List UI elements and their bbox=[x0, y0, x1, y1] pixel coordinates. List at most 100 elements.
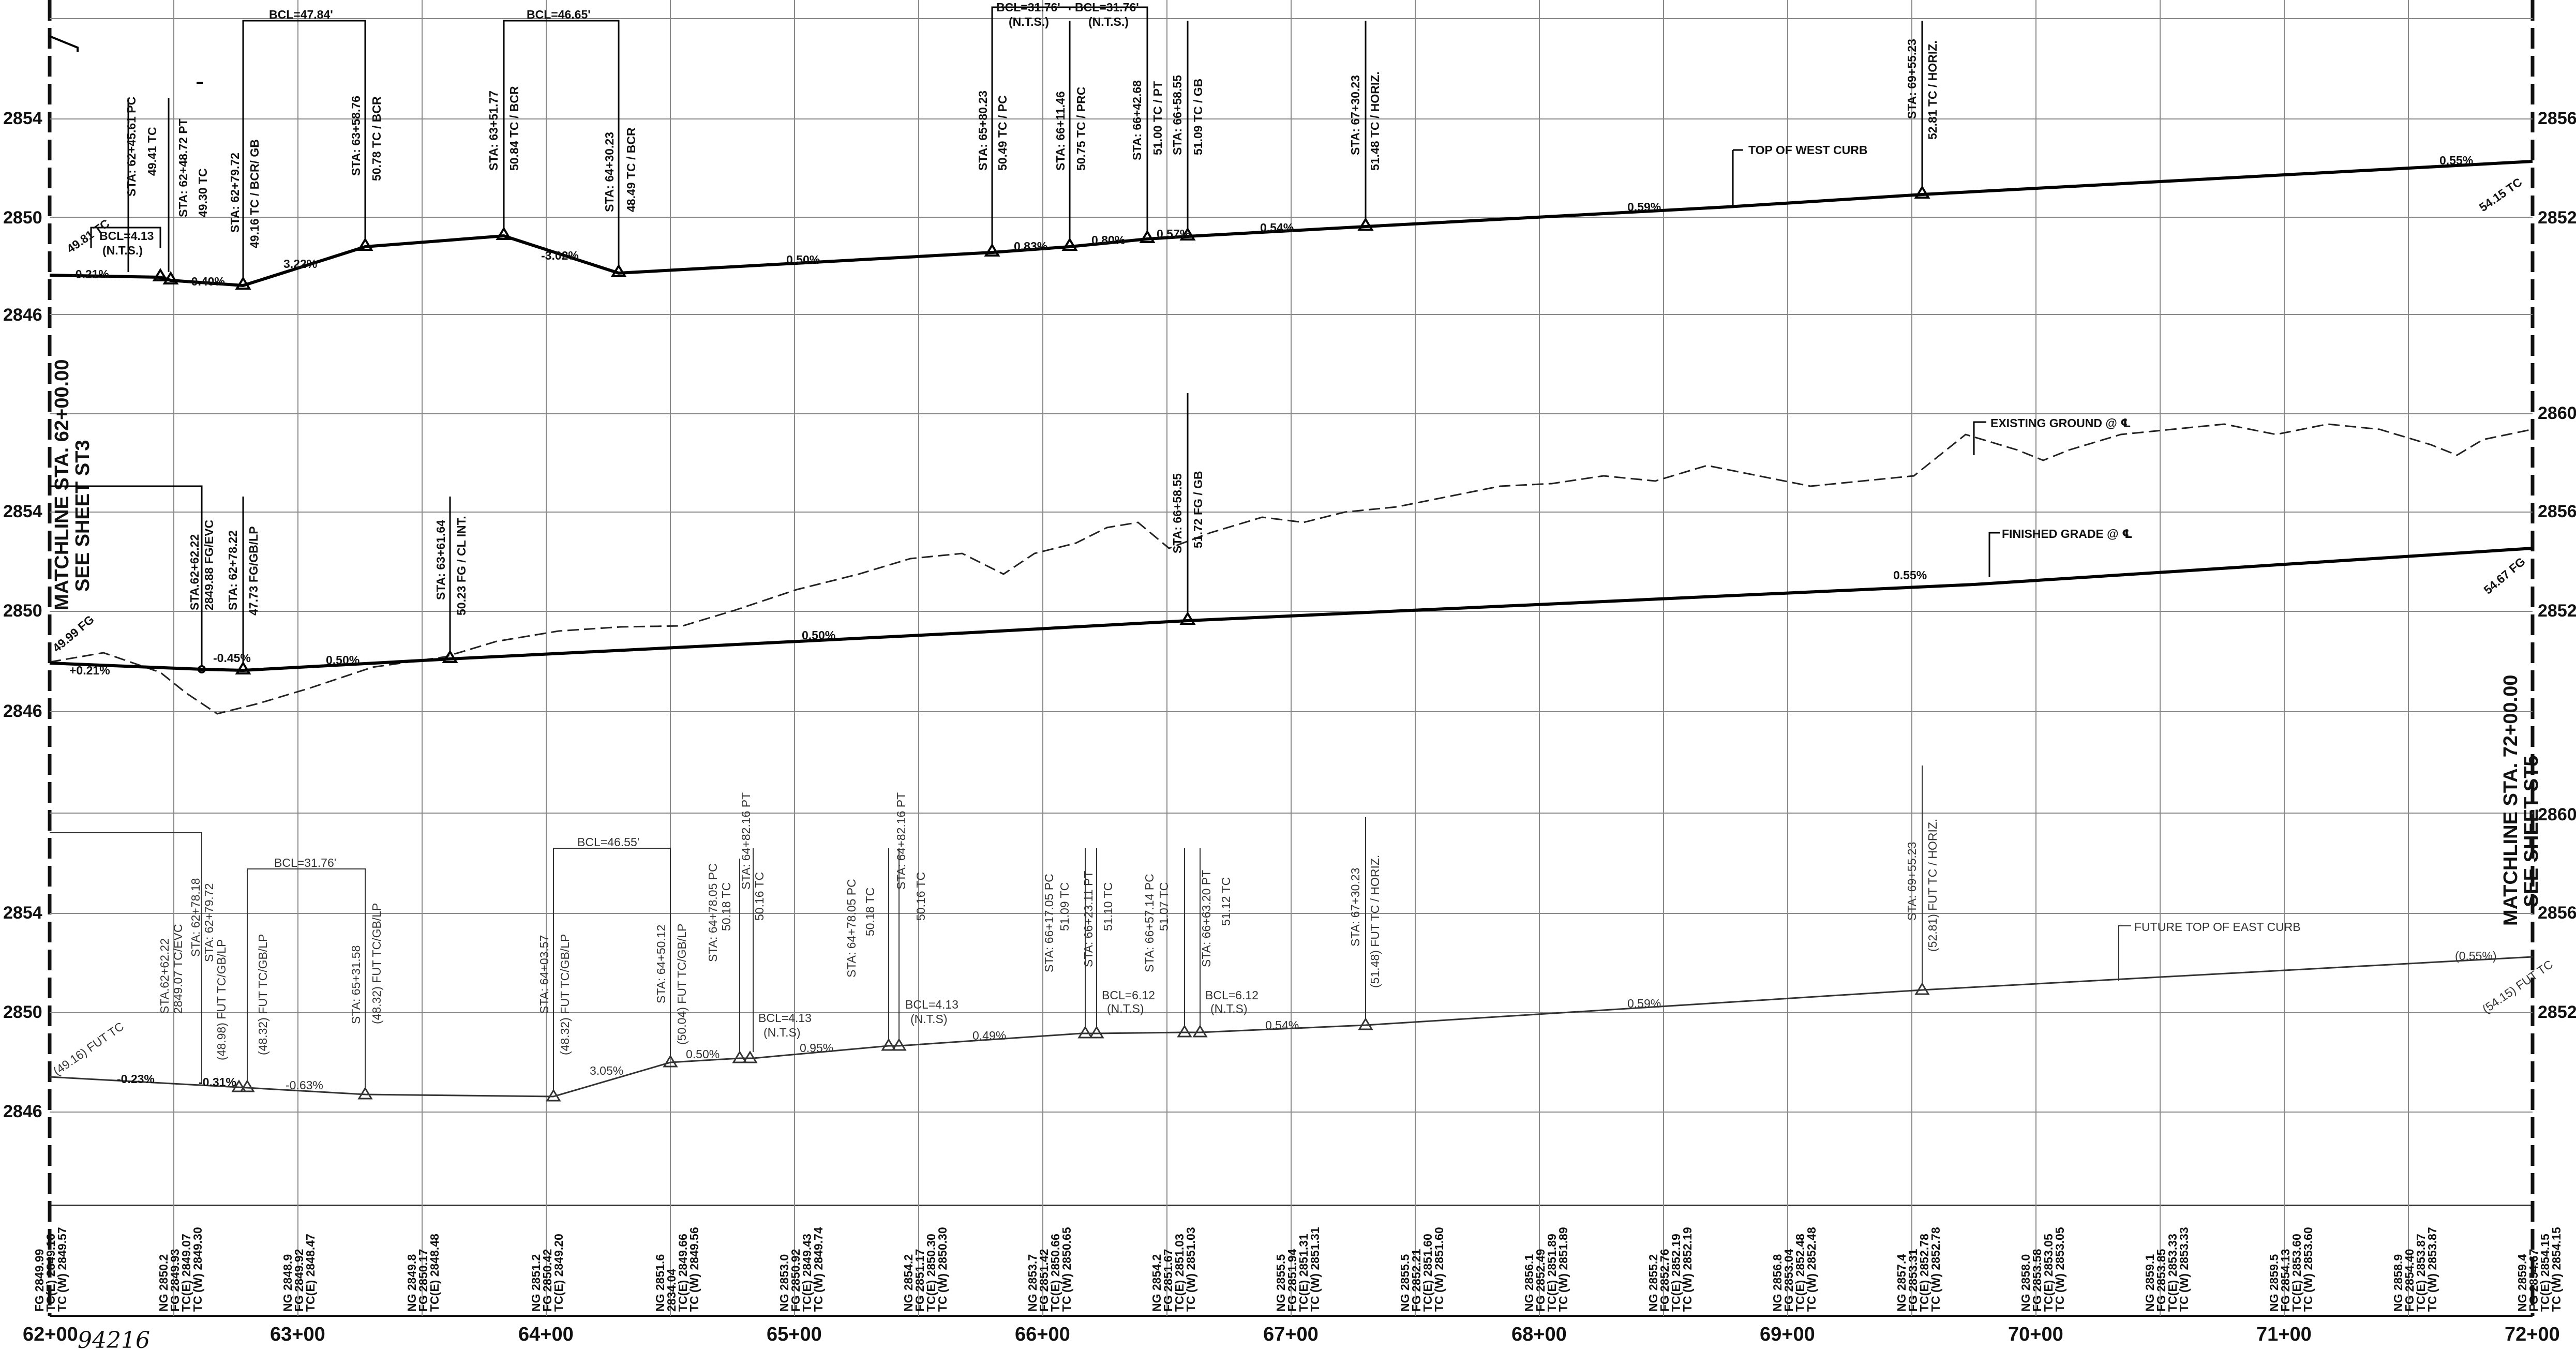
elev-label: 2860 bbox=[2538, 805, 2576, 824]
grade-label: 0.95% bbox=[800, 1041, 833, 1055]
table-cell: TC (W) 2852.78 bbox=[1929, 1227, 1942, 1312]
finished-grade-callout: FINISHED GRADE @ ℄ bbox=[2002, 527, 2133, 541]
station-label: STA: 64+03.57 bbox=[537, 935, 551, 1014]
grade-label: 0.55% bbox=[1893, 568, 1927, 582]
table-cell: FG 2852.76 bbox=[1658, 1249, 1671, 1312]
station-label: 49.16 TC / BCR/ GB bbox=[248, 139, 261, 248]
station-label: 51.72 FG / GB bbox=[1191, 471, 1205, 548]
station-label: 51.48 TC / HORIZ. bbox=[1368, 71, 1382, 171]
pvi-marker bbox=[1179, 227, 1196, 241]
bcl-nts: (N.T.S) bbox=[1210, 1002, 1248, 1015]
station-tick-label: 67+00 bbox=[1263, 1324, 1319, 1345]
bcl-label: BCL=46.55' bbox=[577, 835, 639, 849]
table-cell: FG 2852.49 bbox=[1534, 1249, 1547, 1312]
table-cell: NG 2858.0 bbox=[2019, 1254, 2032, 1312]
station-label: 50.16 TC bbox=[753, 872, 766, 921]
table-cell: FG 2854.13 bbox=[2279, 1249, 2292, 1312]
pvi-marker bbox=[1358, 1017, 1373, 1030]
station-label: (48.32) FUT TC/GB/LP bbox=[256, 934, 269, 1055]
bcl-nts: (N.T.S) bbox=[1107, 1002, 1144, 1015]
table-cell: NG 2857.4 bbox=[1895, 1254, 1908, 1312]
station-label: STA: 63+51.77 bbox=[487, 91, 500, 171]
table-cell: NG 2855.2 bbox=[1646, 1254, 1660, 1312]
station-label: (51.48) FUT TC / HORIZ. bbox=[1368, 855, 1382, 988]
table-cell: FG 2851.94 bbox=[1285, 1249, 1299, 1312]
pvi-marker bbox=[162, 271, 179, 284]
station-tick-label: 72+00 bbox=[2505, 1324, 2560, 1345]
station-label: STA: 66+17.05 PC bbox=[1042, 874, 1056, 972]
station-label: STA: 62+78.18 bbox=[189, 878, 202, 957]
station-label: 50.75 TC / PRC bbox=[1074, 87, 1088, 171]
station-label: 48.49 TC / BCR bbox=[624, 127, 638, 212]
elev-label: 2852 bbox=[2538, 601, 2576, 621]
table-cell: NG 2858.9 bbox=[2391, 1254, 2405, 1312]
bcl-label: BCL=47.84' bbox=[269, 8, 333, 21]
station-label: STA: 66+23.11 PT bbox=[1082, 871, 1095, 967]
bcl-nts: (N.T.S.) bbox=[1009, 15, 1049, 28]
station-tick-label: 71+00 bbox=[2256, 1324, 2312, 1345]
station-label: STA: 66+63.20 PT bbox=[1200, 870, 1213, 967]
pvi-marker bbox=[1089, 1026, 1104, 1039]
grade-label: 0.80% bbox=[1091, 233, 1125, 247]
grade-label: 0.59% bbox=[1627, 200, 1661, 214]
station-label: STA.62+62.22 bbox=[188, 534, 201, 610]
station-label: STA: 64+78.05 PC bbox=[706, 863, 720, 962]
station-label: STA: 64+30.23 bbox=[603, 132, 616, 212]
grade-label: 0.49% bbox=[972, 1029, 1006, 1042]
grade-label: -0.23% bbox=[117, 1072, 155, 1086]
grade-label: 0.54% bbox=[1265, 1018, 1299, 1032]
pvi-marker bbox=[742, 1050, 758, 1063]
elev-label: 2846 bbox=[3, 1102, 42, 1121]
pvi-marker bbox=[231, 1079, 247, 1092]
station-label: STA.62+62.22 bbox=[158, 938, 171, 1014]
grade-label: (0.55%) bbox=[2455, 949, 2497, 963]
elev-label: 2846 bbox=[3, 305, 42, 325]
pvi-marker bbox=[984, 243, 1000, 257]
bcl-label: BCL=4.13 bbox=[758, 1011, 812, 1025]
station-label: STA: 69+55.23 bbox=[1905, 39, 1919, 119]
pvi-marker bbox=[442, 650, 458, 663]
table-cell: TC (W) 2850.65 bbox=[1060, 1227, 1073, 1312]
elev-label: 2856 bbox=[2538, 903, 2576, 923]
station-label: STA: 63+58.76 bbox=[349, 96, 363, 176]
station-label: 50.18 TC bbox=[720, 882, 733, 931]
table-cell: NG 2859.4 bbox=[2515, 1254, 2529, 1312]
grade-label: 0.54% bbox=[1260, 221, 1294, 234]
left-elevation-labels: 2854 2850 2846 2854 2850 2846 2854 2850 … bbox=[3, 109, 42, 1121]
bcl-label: BCL=46.65' bbox=[527, 8, 591, 21]
bottom-profile: FUTURE TOP OF EAST CURB BCL=31.76' BCL=4… bbox=[49, 765, 2555, 1102]
pvi-marker bbox=[235, 661, 251, 674]
station-label: STA: 66+42.68 bbox=[1130, 80, 1144, 160]
table-cell: TC (W) 2849.56 bbox=[687, 1227, 701, 1312]
pvi-marker bbox=[881, 1038, 896, 1051]
end-label: 49.99 FG bbox=[50, 612, 97, 655]
table-cell: FG 2849.99 bbox=[33, 1249, 46, 1312]
grade-label: 0.59% bbox=[1627, 997, 1661, 1010]
table-cell: TC(E) 2849.43 bbox=[800, 1234, 814, 1312]
grade-label: 0.57% bbox=[1157, 227, 1190, 241]
pvi-marker bbox=[1914, 982, 1930, 995]
table-cell: TC(E) 2852.48 bbox=[1793, 1234, 1807, 1312]
matchline-left: MATCHLINE STA. 62+00.00 SEE SHEET ST3 bbox=[51, 359, 94, 610]
table-cell: FG 2851.67 bbox=[1161, 1249, 1175, 1312]
table-cell: TC (W) 2849.30 bbox=[191, 1227, 204, 1312]
station-label: 50.16 TC bbox=[914, 872, 927, 921]
station-label: STA: 64+82.16 PT bbox=[739, 792, 753, 890]
elev-label: 2846 bbox=[3, 701, 42, 721]
table-cell: TC(E) 2853.87 bbox=[2414, 1234, 2428, 1312]
table-cell: NG 2853.0 bbox=[777, 1254, 791, 1312]
station-label: STA: 65+80.23 bbox=[976, 91, 990, 171]
table-cell: TC (W) 2852.48 bbox=[1805, 1227, 1818, 1312]
west-curb-callout: TOP OF WEST CURB bbox=[1748, 143, 1867, 157]
station-label: STA: 67+30.23 bbox=[1349, 868, 1362, 947]
station-label: 50.84 TC / BCR bbox=[507, 86, 521, 171]
pvi-marker bbox=[891, 1038, 907, 1051]
table-cell: TC(E) 2850.66 bbox=[1049, 1234, 1062, 1312]
east-curb-line bbox=[49, 956, 2533, 1098]
elev-label: 2850 bbox=[3, 601, 42, 621]
station-label: STA: 66+57.14 PC bbox=[1143, 874, 1156, 972]
table-cell: NG 2856.8 bbox=[1771, 1254, 1784, 1312]
grade-label: -0.63% bbox=[286, 1078, 323, 1092]
table-cell: NG 2850.2 bbox=[157, 1254, 170, 1312]
